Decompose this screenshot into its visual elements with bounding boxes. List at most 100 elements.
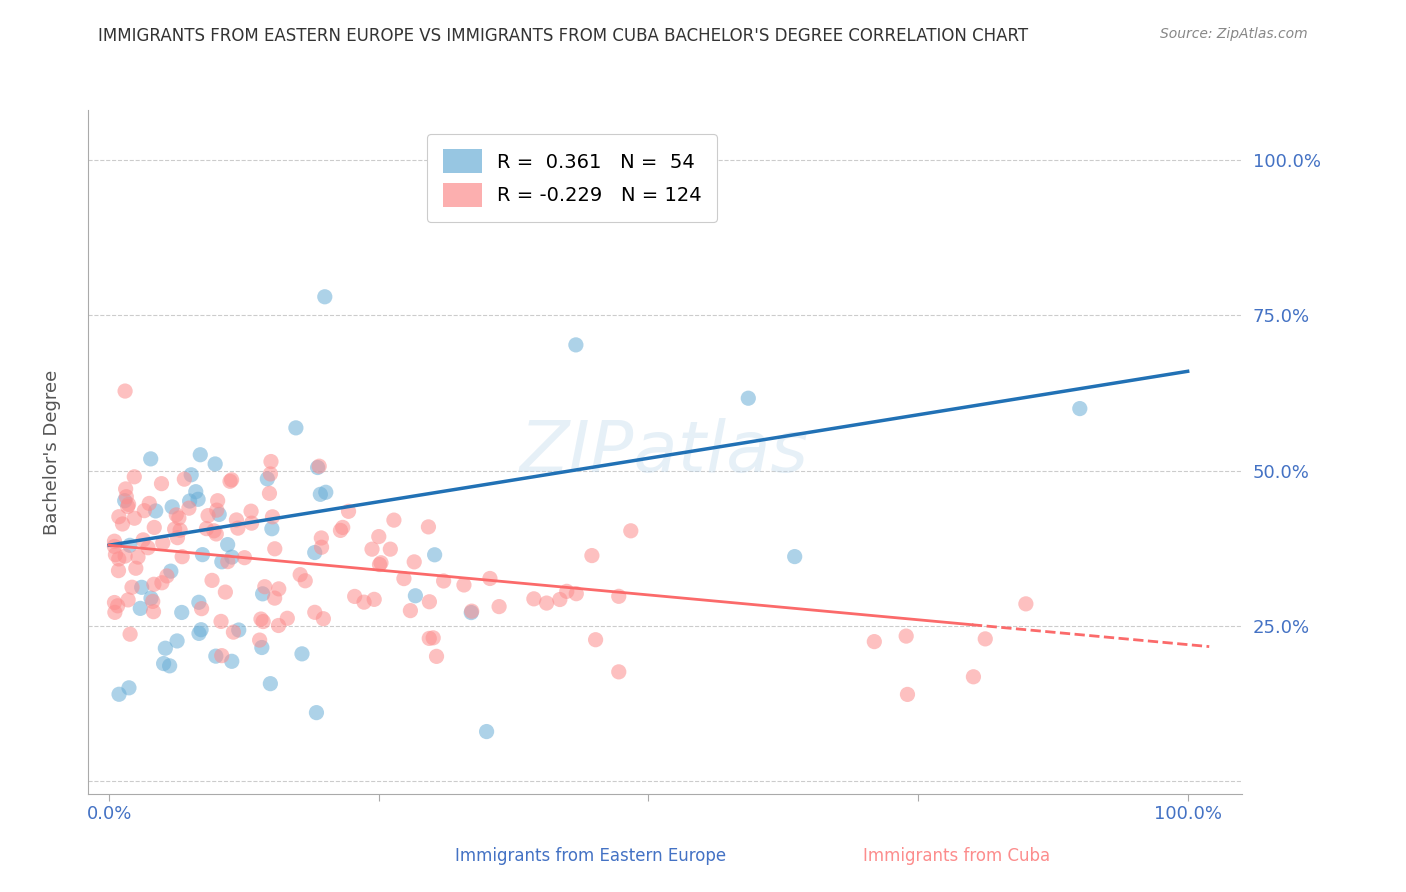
Point <box>155 641 177 656</box>
Point <box>399 604 422 618</box>
Point <box>201 574 224 588</box>
Point <box>536 596 558 610</box>
Text: IMMIGRANTS FROM EASTERN EUROPE VS IMMIGRANTS FROM CUBA BACHELOR'S DEGREE CORRELA: IMMIGRANTS FROM EASTERN EUROPE VS IMMIGR… <box>98 27 1029 45</box>
Point <box>217 537 239 551</box>
Point <box>620 524 643 538</box>
Point <box>267 618 290 632</box>
Point <box>380 542 402 557</box>
Point <box>177 501 200 516</box>
Point <box>404 555 426 569</box>
Point <box>104 548 127 562</box>
Point <box>332 520 354 534</box>
Point <box>262 509 284 524</box>
Point <box>188 448 211 462</box>
Point <box>259 676 281 690</box>
Point <box>250 612 273 626</box>
Point <box>125 561 148 575</box>
Text: Immigrants from Eastern Europe: Immigrants from Eastern Europe <box>456 847 725 865</box>
Point <box>134 503 156 517</box>
Point <box>222 625 245 640</box>
Point <box>114 549 136 563</box>
Point <box>256 472 278 486</box>
Point <box>260 522 283 536</box>
Point <box>291 647 314 661</box>
Point <box>191 548 214 562</box>
Point <box>118 538 141 552</box>
Point <box>197 508 219 523</box>
Point <box>142 594 165 608</box>
Point <box>190 601 212 615</box>
Point <box>187 492 209 507</box>
Point <box>737 391 759 405</box>
Point <box>896 629 918 643</box>
Point <box>311 531 333 545</box>
Point <box>205 649 228 664</box>
Point <box>343 590 366 604</box>
Point <box>169 523 191 537</box>
Point <box>368 558 391 572</box>
Point <box>240 516 263 531</box>
Point <box>204 457 226 471</box>
Point <box>120 627 142 641</box>
Point <box>166 531 188 545</box>
Point <box>170 606 193 620</box>
Point <box>214 585 236 599</box>
Point <box>202 524 225 538</box>
Point <box>423 548 446 562</box>
Point <box>172 549 194 564</box>
Point <box>249 633 271 648</box>
Point <box>121 580 143 594</box>
Point <box>207 493 229 508</box>
Point <box>139 591 162 606</box>
Point <box>607 590 630 604</box>
Point <box>259 486 281 500</box>
Point <box>219 475 242 489</box>
Y-axis label: Bachelor's Degree: Bachelor's Degree <box>44 369 60 534</box>
Point <box>166 634 188 648</box>
Point <box>221 550 243 565</box>
Point <box>114 493 136 508</box>
Point <box>478 572 501 586</box>
Point <box>139 451 162 466</box>
Point <box>195 522 218 536</box>
Point <box>142 577 165 591</box>
Point <box>418 520 440 534</box>
Point <box>118 681 141 695</box>
Point <box>863 634 886 648</box>
Point <box>309 487 332 501</box>
Point <box>370 556 392 570</box>
Point <box>382 513 405 527</box>
Point <box>225 513 247 527</box>
Point <box>585 632 607 647</box>
Point <box>187 595 209 609</box>
Point <box>315 485 337 500</box>
Point <box>548 592 571 607</box>
Point <box>263 541 285 556</box>
Point <box>974 632 997 646</box>
Point <box>111 516 134 531</box>
Point <box>475 724 498 739</box>
Point <box>159 658 181 673</box>
Point <box>253 580 276 594</box>
Point <box>104 606 127 620</box>
Point <box>896 687 918 701</box>
Point <box>392 572 415 586</box>
Point <box>363 592 385 607</box>
Point <box>152 536 174 550</box>
Point <box>163 522 186 536</box>
Point <box>145 504 167 518</box>
Point <box>425 649 447 664</box>
Point <box>1015 597 1038 611</box>
Point <box>233 550 256 565</box>
Point <box>305 706 328 720</box>
Point <box>103 595 125 609</box>
Point <box>460 606 482 620</box>
Point <box>107 552 129 566</box>
Point <box>143 520 166 534</box>
Point <box>142 605 165 619</box>
Legend: R =  0.361   N =  54, R = -0.229   N = 124: R = 0.361 N = 54, R = -0.229 N = 124 <box>427 134 717 222</box>
Point <box>294 574 316 588</box>
Point <box>555 584 578 599</box>
Point <box>221 654 243 668</box>
Point <box>156 569 179 583</box>
